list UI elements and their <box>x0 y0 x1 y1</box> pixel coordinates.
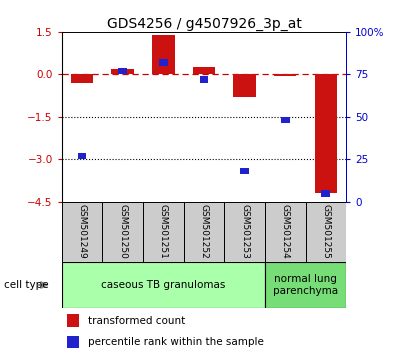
Bar <box>67 314 79 327</box>
Text: transformed count: transformed count <box>88 316 185 326</box>
FancyBboxPatch shape <box>265 262 346 308</box>
FancyBboxPatch shape <box>62 202 102 262</box>
Bar <box>71 74 93 83</box>
Bar <box>111 69 134 74</box>
Text: caseous TB granulomas: caseous TB granulomas <box>101 280 226 290</box>
FancyBboxPatch shape <box>143 202 183 262</box>
Bar <box>118 68 127 74</box>
Text: percentile rank within the sample: percentile rank within the sample <box>88 337 264 347</box>
Bar <box>193 67 215 74</box>
FancyBboxPatch shape <box>265 202 306 262</box>
Bar <box>199 76 209 83</box>
Bar <box>152 35 174 74</box>
Bar <box>281 117 290 124</box>
Bar <box>78 153 86 159</box>
Text: GSM501253: GSM501253 <box>240 204 249 259</box>
FancyBboxPatch shape <box>102 202 143 262</box>
Bar <box>274 74 297 76</box>
Text: GSM501255: GSM501255 <box>322 204 330 259</box>
Text: GSM501252: GSM501252 <box>199 205 209 259</box>
FancyBboxPatch shape <box>306 202 346 262</box>
Text: GSM501254: GSM501254 <box>281 205 290 259</box>
Bar <box>234 74 256 97</box>
Bar <box>315 74 337 193</box>
Text: GSM501250: GSM501250 <box>118 204 127 259</box>
Text: GSM501249: GSM501249 <box>78 205 86 259</box>
FancyBboxPatch shape <box>224 202 265 262</box>
Text: cell type: cell type <box>4 280 49 290</box>
FancyBboxPatch shape <box>62 262 265 308</box>
FancyBboxPatch shape <box>183 202 224 262</box>
Text: normal lung
parenchyma: normal lung parenchyma <box>273 274 338 296</box>
Title: GDS4256 / g4507926_3p_at: GDS4256 / g4507926_3p_at <box>107 17 301 31</box>
Bar <box>322 190 330 196</box>
Bar <box>240 168 249 175</box>
Text: GSM501251: GSM501251 <box>159 204 168 259</box>
Bar <box>159 59 168 66</box>
Bar <box>67 336 79 348</box>
